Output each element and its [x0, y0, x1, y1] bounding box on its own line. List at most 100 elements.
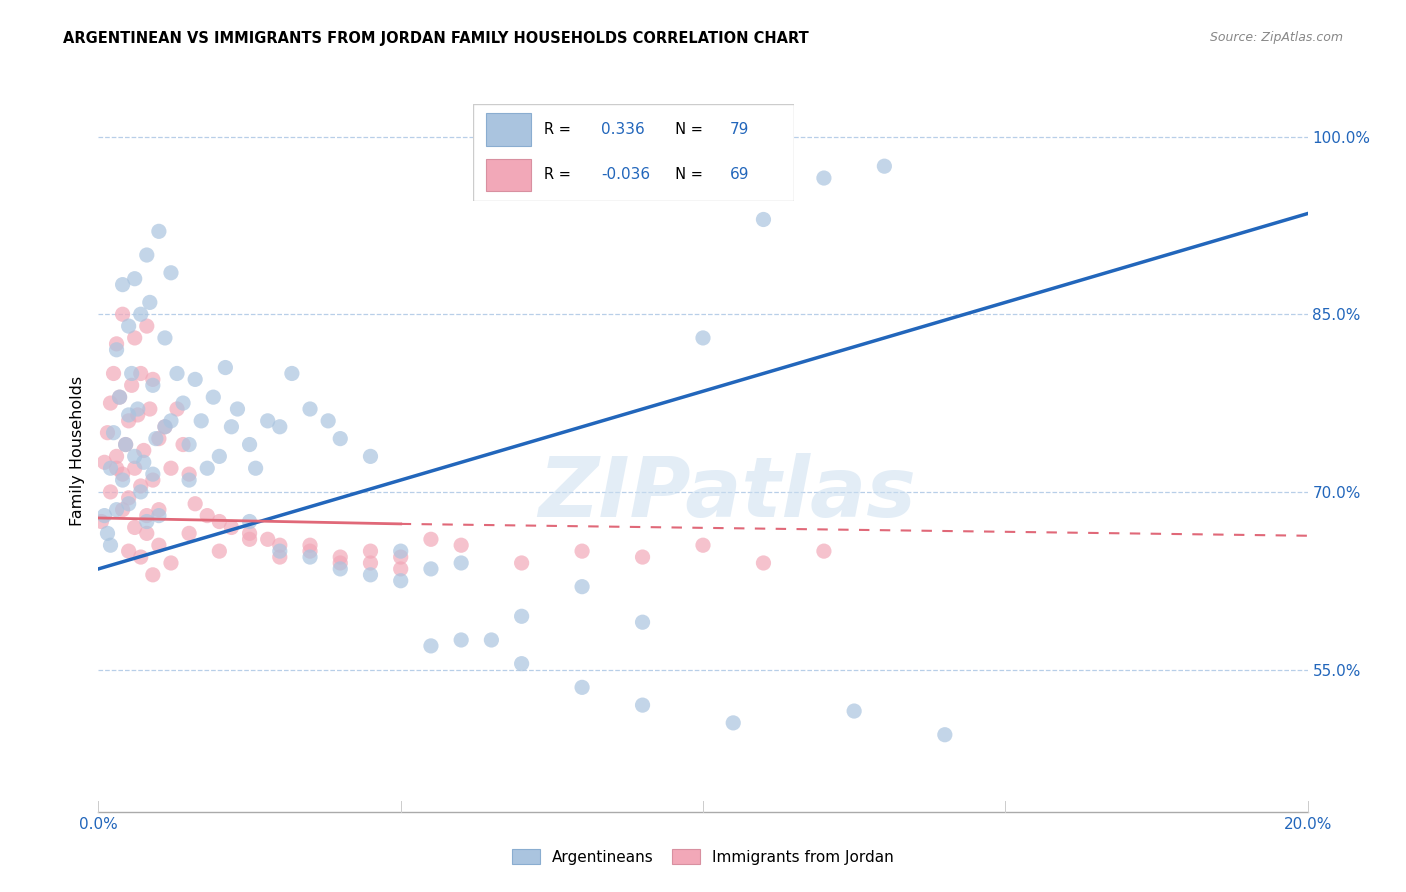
Point — [221, 520, 243, 534]
Point — [245, 461, 267, 475]
Point — [118, 497, 141, 511]
Point — [124, 331, 146, 345]
Point — [114, 437, 136, 451]
Point — [256, 414, 278, 428]
Point — [111, 473, 134, 487]
Point — [360, 544, 382, 558]
Point — [135, 515, 157, 529]
Point — [631, 698, 654, 712]
Point — [226, 402, 249, 417]
Point — [510, 556, 533, 570]
Point — [93, 455, 115, 469]
Point — [510, 657, 533, 671]
Point — [124, 450, 146, 464]
Text: Source: ZipAtlas.com: Source: ZipAtlas.com — [1209, 31, 1343, 45]
Point — [752, 212, 775, 227]
Point — [121, 367, 143, 381]
Point — [129, 367, 152, 381]
Point — [129, 550, 152, 565]
Point — [111, 467, 134, 482]
Point — [844, 704, 866, 718]
Point — [631, 615, 654, 630]
Point — [360, 567, 382, 582]
Point — [160, 414, 183, 428]
Point — [208, 544, 231, 558]
Point — [299, 544, 322, 558]
Point — [631, 550, 654, 565]
Point — [316, 414, 339, 428]
Point — [281, 367, 304, 381]
Point — [153, 419, 176, 434]
Point — [148, 538, 170, 552]
Point — [118, 491, 141, 505]
Point — [118, 544, 141, 558]
Point — [118, 319, 141, 334]
Point — [153, 331, 176, 345]
Point — [571, 681, 593, 695]
Point — [121, 378, 143, 392]
Point — [127, 402, 149, 417]
Y-axis label: Family Households: Family Households — [69, 376, 84, 525]
Point — [179, 437, 201, 451]
Point — [420, 533, 443, 547]
Point — [184, 372, 207, 386]
Point — [124, 520, 146, 534]
Point — [179, 526, 201, 541]
Point — [692, 331, 714, 345]
Point — [148, 432, 170, 446]
Point — [160, 461, 183, 475]
Point — [299, 402, 322, 417]
Point — [269, 550, 291, 565]
Point — [145, 432, 167, 446]
Point — [195, 461, 218, 475]
Point — [142, 467, 165, 482]
Point — [142, 378, 165, 392]
Point — [105, 450, 128, 464]
Point — [100, 396, 122, 410]
Point — [90, 515, 112, 529]
Point — [111, 307, 134, 321]
Point — [103, 367, 125, 381]
Text: ARGENTINEAN VS IMMIGRANTS FROM JORDAN FAMILY HOUSEHOLDS CORRELATION CHART: ARGENTINEAN VS IMMIGRANTS FROM JORDAN FA… — [63, 31, 808, 46]
Point — [135, 508, 157, 523]
Point — [239, 526, 262, 541]
Point — [96, 526, 118, 541]
Point — [239, 515, 262, 529]
Point — [195, 508, 218, 523]
Point — [329, 550, 352, 565]
Point — [420, 639, 443, 653]
Point — [813, 544, 835, 558]
Point — [571, 580, 593, 594]
Point — [100, 538, 122, 552]
Point — [142, 567, 165, 582]
Point — [127, 408, 149, 422]
Point — [96, 425, 118, 440]
Point — [752, 556, 775, 570]
Point — [329, 432, 352, 446]
Point — [208, 515, 231, 529]
Point — [108, 390, 131, 404]
Point — [239, 437, 262, 451]
Point — [135, 248, 157, 262]
Point — [214, 360, 236, 375]
Point — [299, 538, 322, 552]
Point — [129, 307, 152, 321]
Point — [172, 396, 194, 410]
Point — [813, 171, 835, 186]
Point — [100, 461, 122, 475]
Point — [148, 224, 170, 238]
Point — [389, 550, 412, 565]
Point — [129, 484, 152, 499]
Point — [160, 266, 183, 280]
Point — [148, 502, 170, 516]
Point — [256, 533, 278, 547]
Point — [269, 544, 291, 558]
Point — [135, 319, 157, 334]
Point — [179, 467, 201, 482]
Point — [202, 390, 225, 404]
Point — [111, 502, 134, 516]
Point — [93, 508, 115, 523]
Text: ZIPatlas: ZIPatlas — [538, 453, 917, 534]
Point — [269, 538, 291, 552]
Point — [389, 562, 412, 576]
